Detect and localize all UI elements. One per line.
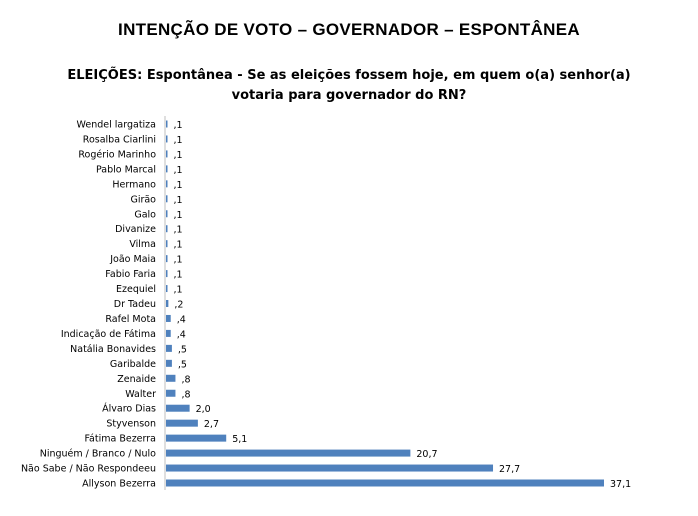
category-label: Wendel largatiza <box>77 120 156 131</box>
bar <box>166 210 168 218</box>
category-label: Hermano <box>112 179 156 190</box>
category-label: Galo <box>134 209 156 220</box>
data-label: ,4 <box>177 329 186 340</box>
category-label: Natália Bonavides <box>70 344 156 355</box>
category-label: Allyson Bezerra <box>82 479 156 490</box>
data-label: ,1 <box>174 135 183 146</box>
category-label: Divanize <box>115 224 156 235</box>
category-label: Vilma <box>129 239 156 250</box>
bar <box>166 195 168 203</box>
category-label: Dr Tadeu <box>114 299 156 310</box>
bar <box>166 419 198 427</box>
bar <box>166 180 168 188</box>
category-label: Rosalba Ciarlini <box>83 134 156 145</box>
data-label: ,1 <box>174 255 183 266</box>
data-label: ,8 <box>181 374 190 385</box>
bar <box>166 374 176 382</box>
bar <box>166 389 176 397</box>
data-label: ,1 <box>174 180 183 191</box>
bar <box>166 464 494 472</box>
category-label: Styvenson <box>106 419 156 430</box>
bar <box>166 240 168 248</box>
category-label: Indicação de Fátima <box>61 329 156 340</box>
bar <box>166 300 169 307</box>
category-label: Girão <box>130 194 156 205</box>
data-label: 37,1 <box>610 479 631 490</box>
bar <box>166 225 168 233</box>
category-label: Não Sabe / Não Respondeeu <box>21 464 156 475</box>
data-label: ,8 <box>181 389 190 400</box>
bar <box>166 285 168 293</box>
category-label: Álvaro Dias <box>102 403 156 415</box>
data-label: ,1 <box>174 225 183 236</box>
bar <box>166 359 172 367</box>
data-label: ,2 <box>174 300 183 311</box>
data-label: ,1 <box>174 285 183 296</box>
bar <box>166 404 190 412</box>
data-label: ,1 <box>174 270 183 281</box>
data-label: 2,0 <box>196 404 211 415</box>
bar <box>166 344 172 352</box>
data-label: ,4 <box>177 314 186 325</box>
category-label: Walter <box>125 389 156 400</box>
data-label: ,1 <box>174 165 183 176</box>
chart-title-line2: votaria para governador do RN? <box>231 88 467 103</box>
bar <box>166 434 227 442</box>
category-label: Ninguém / Branco / Nulo <box>40 449 156 460</box>
bar <box>166 150 168 158</box>
category-label: Rogério Marinho <box>78 149 156 160</box>
category-label: João Maia <box>109 254 156 265</box>
bar <box>166 135 168 143</box>
chart-title-line1: ELEIÇÕES: Espontânea - Se as eleições fo… <box>67 68 631 83</box>
category-label: Fabio Faria <box>105 269 156 280</box>
category-label: Zenaide <box>117 374 156 385</box>
bar <box>166 255 168 263</box>
bar <box>166 165 168 173</box>
category-label: Fátima Bezerra <box>84 434 156 445</box>
category-label: Rafel Mota <box>105 314 156 325</box>
bar <box>166 314 171 322</box>
category-label: Garibalde <box>110 359 156 370</box>
data-label: 27,7 <box>499 464 520 475</box>
page-title: INTENÇÃO DE VOTO – GOVERNADOR – ESPONTÂN… <box>118 20 580 39</box>
data-label: ,5 <box>178 359 187 370</box>
bar <box>166 449 411 457</box>
category-label: Pablo Marcal <box>96 164 156 175</box>
data-label: ,1 <box>174 195 183 206</box>
data-label: ,1 <box>174 120 183 131</box>
bar <box>166 479 604 487</box>
data-label: ,1 <box>174 240 183 251</box>
data-label: 2,7 <box>204 419 219 430</box>
category-label: Ezequiel <box>116 284 156 295</box>
data-label: ,5 <box>178 344 187 355</box>
data-label: ,1 <box>174 210 183 221</box>
bar <box>166 120 168 128</box>
bar <box>166 329 171 337</box>
data-label: 5,1 <box>232 434 247 445</box>
data-label: ,1 <box>174 150 183 161</box>
data-label: 20,7 <box>416 449 437 460</box>
bar <box>166 270 168 278</box>
